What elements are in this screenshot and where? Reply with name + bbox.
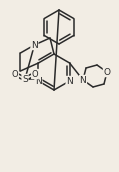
Text: N: N [35, 77, 42, 85]
Text: N: N [66, 77, 73, 85]
Text: O: O [104, 67, 111, 77]
Text: S: S [22, 74, 28, 83]
Text: N: N [80, 76, 86, 84]
Text: O: O [32, 69, 38, 78]
Text: O: O [12, 69, 18, 78]
Text: N: N [31, 40, 38, 50]
